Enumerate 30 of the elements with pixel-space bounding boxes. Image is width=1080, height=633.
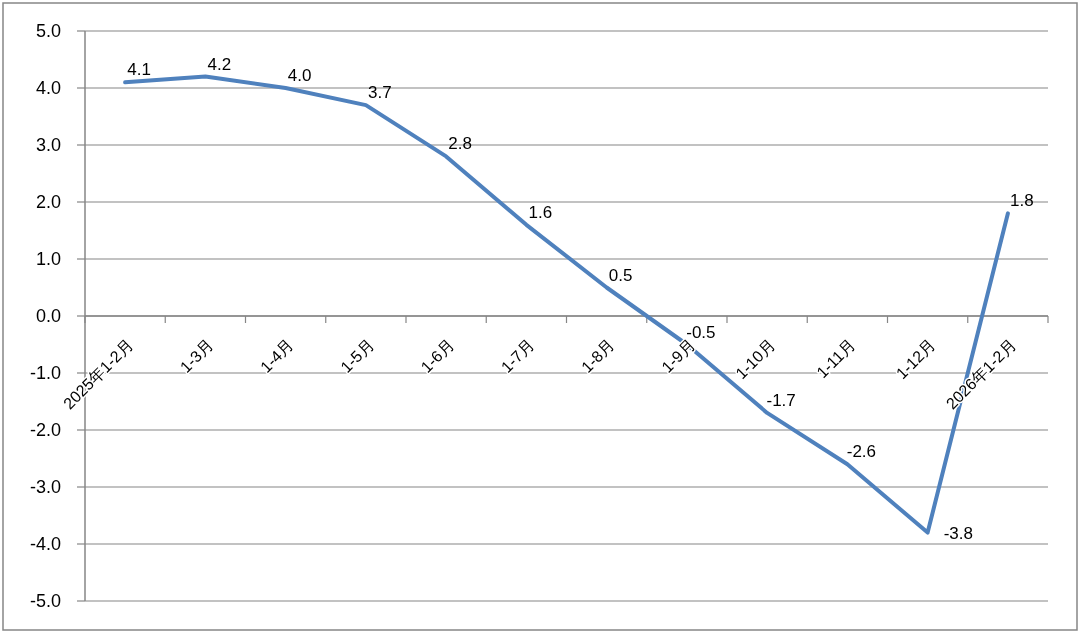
y-tick-label: -1.0 — [29, 363, 61, 384]
x-tick-label: 1-6月 — [417, 336, 458, 376]
x-tick-label: 1-3月 — [176, 336, 217, 376]
x-tick-label: 1-7月 — [497, 336, 538, 376]
y-tick-label: 3.0 — [35, 135, 61, 156]
data-label: -3.8 — [943, 523, 973, 543]
data-label: -2.6 — [846, 442, 877, 462]
y-tick-label: 4.0 — [35, 78, 61, 99]
data-label: 4.0 — [287, 66, 312, 85]
y-tick-label: 5.0 — [35, 21, 61, 42]
y-tick-label: -3.0 — [29, 477, 61, 498]
y-tick-label: -2.0 — [29, 420, 61, 441]
x-tick-label: 1-4月 — [257, 336, 297, 376]
data-label: 4.1 — [127, 60, 151, 80]
y-tick-label: 2.0 — [35, 192, 61, 213]
x-tick-label: 1-11月 — [813, 336, 859, 382]
y-tick-label: 1.0 — [35, 249, 61, 270]
y-tick-label: 0.0 — [35, 306, 61, 327]
data-label: 1.8 — [1010, 191, 1034, 211]
data-label: 1.6 — [528, 202, 553, 222]
data-label: -1.7 — [766, 390, 796, 410]
data-label: 3.7 — [368, 83, 392, 103]
x-tick-label: 1-5月 — [337, 336, 377, 376]
y-tick-label: -4.0 — [29, 534, 61, 555]
x-tick-label: 1-8月 — [578, 336, 618, 376]
data-label: 2.8 — [448, 134, 472, 154]
data-label: -0.5 — [686, 322, 716, 342]
data-label: 4.2 — [207, 54, 232, 74]
data-label: 0.5 — [608, 265, 633, 285]
y-tick-label: -5.0 — [29, 591, 61, 612]
